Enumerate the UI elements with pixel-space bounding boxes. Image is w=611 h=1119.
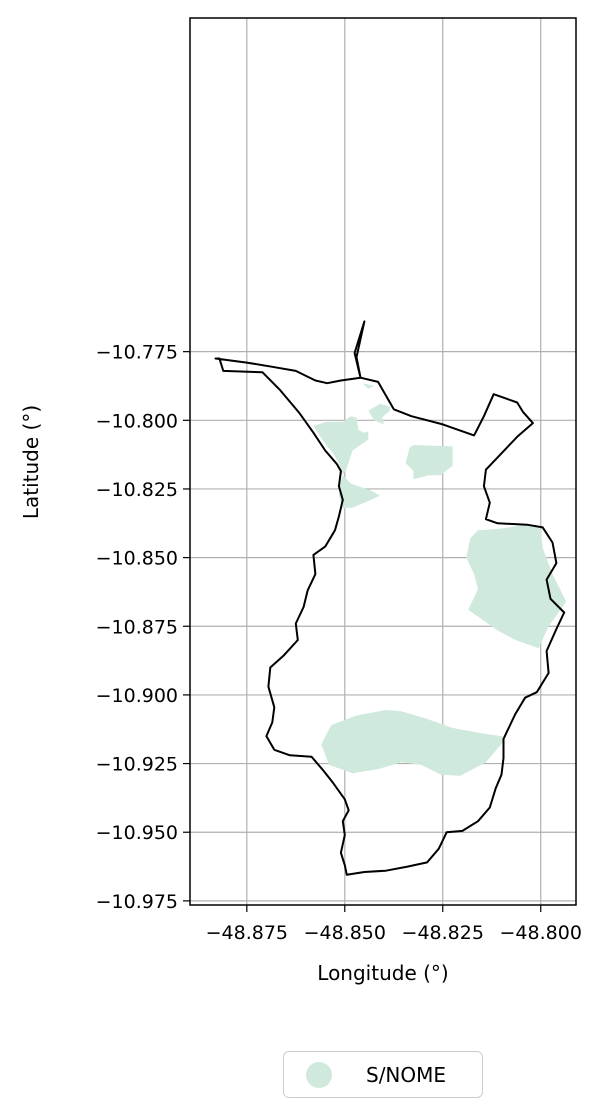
y-tick-label: −10.850	[96, 548, 178, 570]
legend-label: S/NOME	[366, 1062, 447, 1087]
region-polygon	[466, 524, 567, 649]
legend: S/NOME	[283, 1051, 483, 1098]
map-figure: −48.875 −48.850 −48.825 −48.800 −10.775 −10.8…	[19, 17, 582, 985]
region-layer	[313, 383, 567, 776]
y-tick-label: −10.900	[96, 685, 178, 707]
y-tick-label: −10.825	[96, 479, 178, 501]
x-tick-label: −48.800	[500, 922, 582, 944]
y-tick-label: −10.775	[96, 342, 178, 364]
y-axis-title: Latitude (°)	[19, 405, 43, 519]
region-polygon	[338, 475, 381, 509]
axis-ticks: −48.875 −48.850 −48.825 −48.800 −10.775 −10.8…	[96, 342, 582, 944]
watershed-boundary	[214, 320, 566, 876]
y-tick-label: −10.875	[96, 616, 178, 638]
plot-frame	[189, 17, 577, 906]
legend-swatch-icon	[306, 1061, 332, 1088]
x-tick-label: −48.850	[304, 922, 386, 944]
y-tick-label: −10.975	[96, 891, 178, 913]
x-tick-label: −48.825	[402, 922, 484, 944]
grid-lines	[190, 18, 576, 905]
x-tick-label: −48.875	[206, 922, 288, 944]
region-polygon	[362, 383, 375, 389]
region-polygon	[313, 416, 369, 476]
x-axis-title: Longitude (°)	[317, 961, 448, 985]
y-tick-label: −10.950	[96, 822, 178, 844]
region-polygon	[321, 710, 504, 776]
region-polygon	[368, 403, 390, 425]
y-tick-label: −10.925	[96, 754, 178, 776]
y-tick-label: −10.800	[96, 410, 178, 432]
region-polygon	[405, 445, 453, 480]
